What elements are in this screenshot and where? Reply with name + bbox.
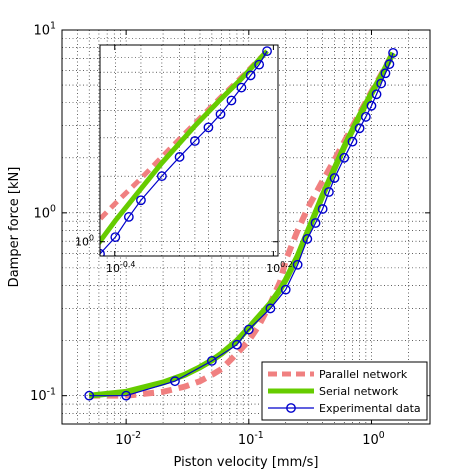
data-point [245,70,256,81]
series-group [0,46,272,359]
data-point [136,195,146,206]
y-tick-label: 100 [75,234,94,249]
inset-background [100,45,278,256]
data-point [292,259,303,270]
data-point [123,212,134,222]
main-ticks: 10-2 10-1 100 10-1 100 101 [30,21,430,448]
x-tick-label: 100 [362,430,385,448]
y-tick-label: 10-1 [30,386,56,404]
data-point [310,218,321,228]
data-point [156,171,167,182]
legend-label: Experimental data [319,402,421,415]
data-point [302,234,313,244]
series-line-parallel-network [100,49,269,223]
data-point [347,136,358,147]
data-point [371,89,382,100]
legend-label: Serial network [319,385,399,398]
data-point [57,299,65,307]
x-tick-label: 10-0.4 [106,260,135,275]
data-point [329,173,340,183]
legend-label: Parallel network [319,368,408,381]
data-point [280,284,291,295]
data-point [206,355,217,366]
data-point [265,303,276,314]
data-point [170,376,180,387]
data-point [388,47,398,58]
y-tick-label: 101 [34,21,57,39]
legend-marker-experimental-data [286,403,296,413]
data-point [354,123,365,134]
data-point [339,152,350,163]
x-tick-label: 10-2 [115,430,141,448]
data-point [203,122,214,133]
data-point [215,109,226,120]
main-series [84,47,398,401]
data-point [384,59,395,70]
inset-series [0,46,272,359]
series-line-experimental-data [89,52,394,397]
data-point [360,111,371,122]
data-point [189,136,200,146]
data-point [121,390,132,401]
inset-grid [100,44,278,256]
main-plot-frame [61,29,431,425]
x-tick-label: 100.2 [266,260,293,275]
data-point [78,269,86,277]
series-group [84,47,398,401]
data-point [0,351,7,359]
data-point [174,152,185,162]
data-point [254,59,265,70]
data-point [232,339,242,350]
data-point [317,204,328,214]
inset-plot: 10-0.4 100.2 100 [0,44,293,359]
data-point [366,100,377,111]
inset-plot-frame [99,44,279,257]
data-point [324,187,334,197]
data-point [110,232,121,243]
data-point [236,82,247,93]
series-line-serial-network [100,49,269,246]
data-point [32,329,40,337]
data-point [84,390,95,401]
x-axis-label: Piston velocity [mm/s] [174,455,319,470]
data-point [262,46,272,57]
data-point [376,78,387,89]
legend: Parallel network Serial network Experiment… [261,361,428,421]
data-point [226,95,237,106]
data-point [243,324,254,335]
series-line-experimental-data [100,50,268,255]
y-axis-label: Damper force [kN] [7,167,22,288]
y-tick-label: 100 [34,204,57,222]
data-point [380,68,391,79]
inset-ticks: 10-0.4 100.2 100 [75,45,293,275]
x-tick-label: 10-1 [238,430,264,448]
